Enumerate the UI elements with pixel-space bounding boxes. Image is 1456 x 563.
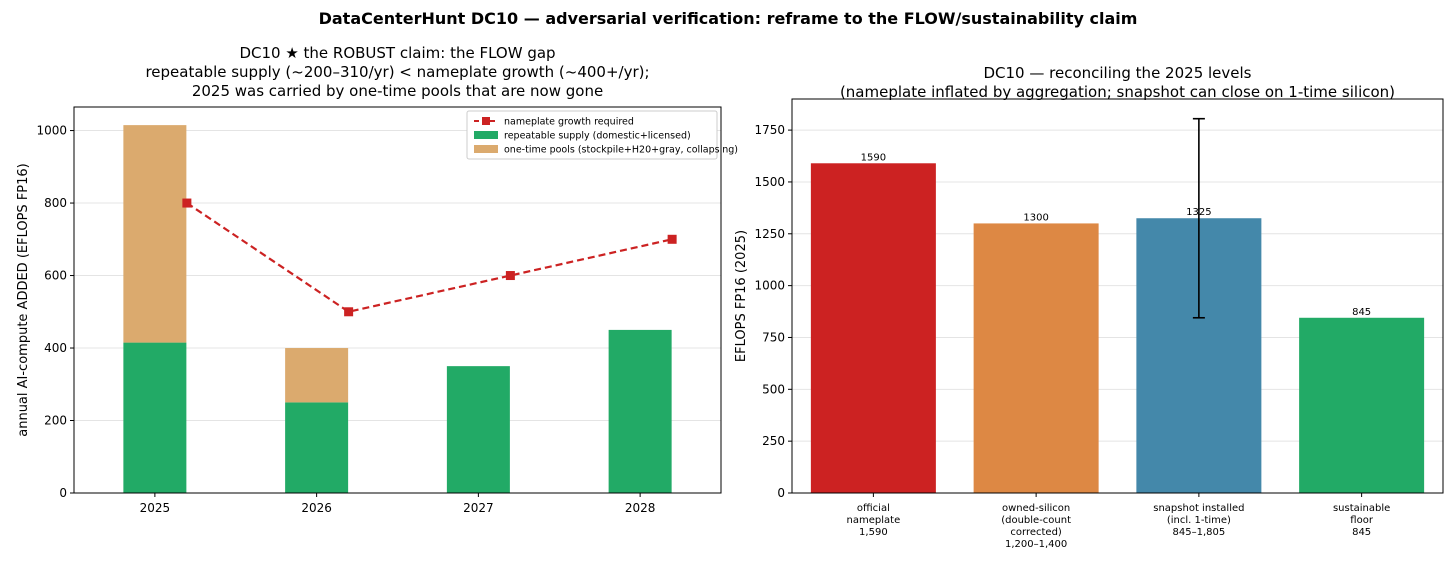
chart2-xtick-label: (incl. 1-time) — [1167, 515, 1231, 526]
chart2-data-label: 845 — [1352, 307, 1371, 318]
chart2-xtick-label: corrected) — [1010, 527, 1062, 538]
chart2-xtick-label: floor — [1350, 515, 1374, 526]
chart2-bar — [973, 223, 1099, 493]
figure-suptitle: DataCenterHunt DC10 — adversarial verifi… — [319, 9, 1138, 28]
chart1-legend-label: repeatable supply (domestic+licensed) — [504, 131, 691, 142]
chart2-title-line: DC10 — reconciling the 2025 levels — [983, 64, 1251, 82]
chart1-line-marker — [667, 234, 677, 244]
chart1-bar-repeatable — [608, 329, 672, 493]
chart1-line-nameplate — [186, 202, 673, 313]
chart1-ytick-label: 400 — [44, 341, 67, 355]
chart1-ytick-label: 200 — [44, 414, 67, 428]
chart2-bar — [1299, 317, 1425, 493]
chart2-axes-frame — [791, 98, 1444, 494]
chart2-ytick-label: 1000 — [754, 279, 785, 293]
chart1-line-marker — [182, 198, 192, 208]
chart2-xtick-label: nameplate — [847, 515, 901, 526]
chart1-line-marker — [344, 307, 354, 317]
chart2-data-label: 1590 — [861, 152, 886, 163]
chart2-ytick-label: 500 — [762, 382, 785, 396]
chart2-ytick-label: 1250 — [754, 227, 785, 241]
chart2-xtick-label: (double-count — [1001, 515, 1071, 526]
chart1-ytick-label: 0 — [59, 486, 67, 500]
chart1-title-line: DC10 ★ the ROBUST claim: the FLOW gap — [239, 44, 555, 62]
chart2-ytick-label: 1500 — [754, 175, 785, 189]
chart1-xtick-label: 2028 — [625, 501, 656, 515]
chart1-bar-repeatable — [285, 402, 349, 493]
chart2-ytick-label: 0 — [777, 486, 785, 500]
chart2-xtick-label: snapshot installed — [1153, 503, 1244, 514]
chart1-legend-label: one-time pools (stockpile+H20+gray, coll… — [504, 145, 738, 156]
chart1-ytick-label: 600 — [44, 269, 67, 283]
chart1-bar-repeatable — [123, 342, 187, 493]
chart1-xtick-label: 2027 — [463, 501, 494, 515]
chart1-title-line: 2025 was carried by one-time pools that … — [192, 82, 603, 100]
chart1-line-marker — [505, 271, 515, 281]
chart2-ytick-label: 250 — [762, 434, 785, 448]
chart1-ylabel: annual AI-compute ADDED (EFLOPS FP16) — [16, 163, 31, 437]
chart2-title-line: (nameplate inflated by aggregation; snap… — [840, 83, 1395, 101]
chart1-xtick-label: 2025 — [140, 501, 171, 515]
chart2-ylabel: EFLOPS FP16 (2025) — [734, 230, 749, 362]
chart2-xtick-label: sustainable — [1333, 503, 1390, 514]
chart-2025-levels: DC10 — reconciling the 2025 levels(namep… — [734, 64, 1444, 550]
chart1-legend-swatch — [474, 131, 498, 139]
chart1-legend-box — [466, 110, 718, 160]
chart2-data-label: 1300 — [1023, 212, 1048, 223]
chart2-xtick-label: 1,200–1,400 — [1005, 539, 1067, 550]
chart2-errorbar — [1192, 117, 1205, 319]
chart1-xtick-label: 2026 — [301, 501, 332, 515]
chart2-xtick-label: 845–1,805 — [1173, 527, 1226, 538]
chart2-ytick-label: 1750 — [754, 123, 785, 137]
chart1-bar-onetime — [123, 125, 187, 343]
chart1-legend-line-marker — [482, 117, 490, 125]
chart1-legend: nameplate growth required repeatable supp… — [466, 110, 738, 160]
chart2-xtick-label: 1,590 — [859, 527, 888, 538]
chart2-xtick-label: owned-silicon — [1002, 503, 1070, 514]
chart1-legend-label: nameplate growth required — [504, 117, 634, 128]
chart2-ytick-label: 750 — [762, 330, 785, 344]
chart1-legend-swatch — [474, 145, 498, 153]
chart1-bar-onetime — [285, 348, 349, 403]
chart2-xtick-label: 845 — [1352, 527, 1371, 538]
chart1-bar-repeatable — [446, 366, 510, 493]
chart2-bar — [810, 163, 936, 493]
chart1-ytick-label: 800 — [44, 196, 67, 210]
chart1-title-line: repeatable supply (~200–310/yr) < namepl… — [145, 63, 649, 81]
chart-flow-gap: DC10 ★ the ROBUST claim: the FLOW gaprep… — [16, 44, 738, 515]
chart1-ytick-label: 1000 — [36, 124, 67, 138]
chart1-axes-frame — [73, 106, 722, 494]
chart2-xtick-label: official — [857, 503, 890, 514]
